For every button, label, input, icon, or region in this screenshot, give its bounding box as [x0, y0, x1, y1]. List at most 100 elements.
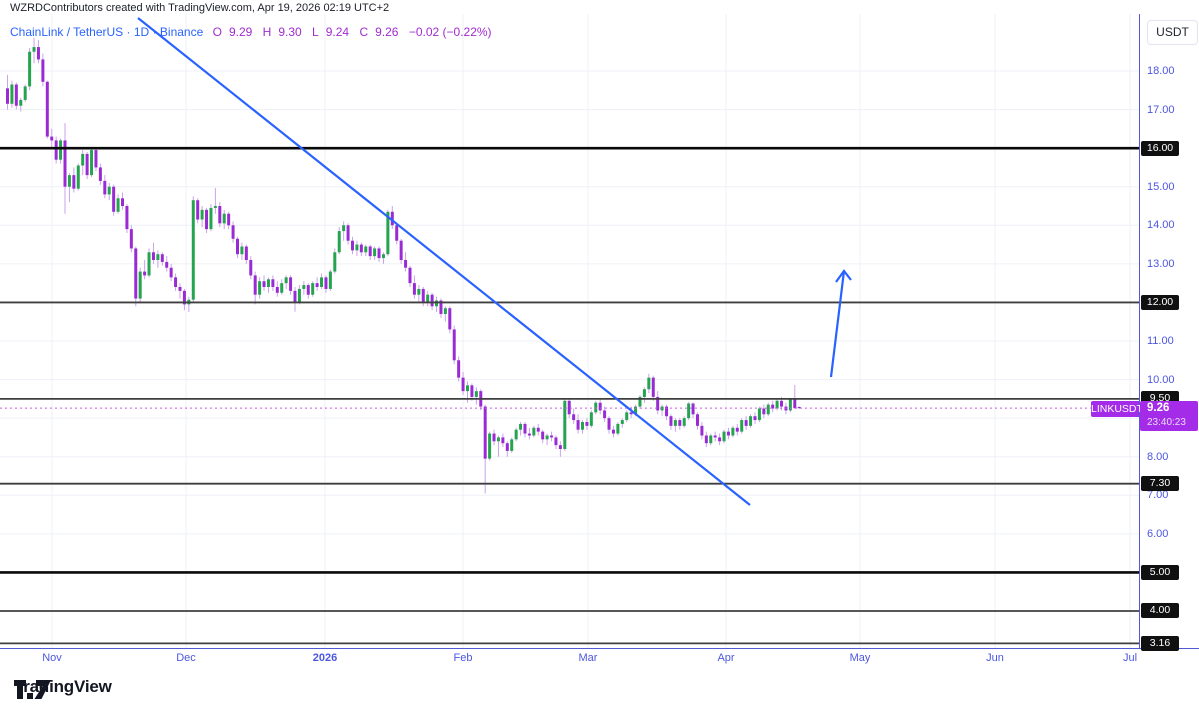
time-axis-label: Jun [986, 652, 1004, 664]
price-axis-label: 15.00 [1147, 180, 1175, 193]
candle [775, 400, 779, 409]
candle [541, 431, 545, 440]
candle [200, 209, 204, 220]
candle [191, 200, 195, 300]
candle [514, 429, 518, 440]
candle [404, 259, 408, 268]
candle [771, 404, 775, 409]
candle [59, 140, 63, 160]
candle [563, 400, 567, 449]
candle [474, 391, 478, 397]
tradingview-logo-icon [14, 680, 51, 699]
arrow-drawing[interactable] [829, 270, 846, 378]
candle [598, 402, 602, 411]
time-axis-label: Apr [717, 652, 735, 664]
candle [240, 246, 244, 255]
symbol-title[interactable]: ChainLink / TetherUS [10, 25, 124, 39]
candle [205, 209, 209, 230]
candle [749, 416, 753, 426]
candle [134, 248, 138, 299]
candle [320, 277, 324, 287]
price-axis-label: 18.00 [1147, 65, 1175, 77]
candle [616, 423, 620, 434]
candle [766, 404, 770, 415]
candle [607, 418, 611, 430]
interval-label[interactable]: 1D [133, 25, 150, 39]
candle [103, 180, 107, 195]
chart-legend[interactable]: ChainLink / TetherUS · 1D · Binance O 9.2… [10, 25, 492, 39]
candle [231, 225, 235, 239]
candle [94, 150, 98, 168]
candle [160, 254, 164, 262]
candle [14, 84, 18, 106]
candle [129, 229, 133, 249]
candle [306, 285, 310, 295]
candle [381, 254, 385, 259]
low-label: L [312, 25, 319, 39]
candle [390, 211, 394, 226]
time-axis-label: May [849, 652, 871, 664]
candle [603, 410, 607, 419]
candle [81, 153, 85, 166]
currency-toggle-button[interactable]: USDT [1147, 20, 1198, 45]
level-price-badge: 12.00 [1141, 294, 1179, 310]
candle [439, 300, 443, 314]
candle [266, 279, 270, 287]
candle [523, 423, 527, 434]
candle [395, 225, 399, 241]
level-price-badge: 3.16 [1141, 635, 1179, 651]
candle [532, 427, 536, 436]
candle [54, 140, 58, 160]
attribution-text: WZRDContributors created with TradingVie… [10, 2, 390, 14]
price-axis-label: 10.00 [1147, 373, 1175, 386]
trendline-drawing[interactable] [137, 17, 751, 506]
candle [483, 406, 487, 459]
candle [408, 267, 412, 284]
candle [687, 403, 691, 419]
tradingview-footer[interactable]: TradingView [14, 677, 112, 699]
candle [457, 360, 461, 378]
legend-separator: · [126, 25, 131, 39]
candle [23, 86, 27, 100]
exchange-label[interactable]: Binance [159, 25, 204, 39]
candle [72, 175, 76, 189]
candle [797, 406, 801, 409]
candle [143, 271, 147, 276]
candle [625, 412, 629, 421]
candle [36, 47, 40, 60]
candle [465, 385, 469, 392]
price-axis-label: 7.00 [1147, 489, 1169, 502]
candle [647, 377, 651, 390]
candle [421, 288, 425, 303]
candle [289, 277, 293, 291]
candle [373, 248, 377, 257]
candle [6, 88, 9, 104]
candle [417, 288, 421, 295]
candle [718, 437, 722, 442]
candle [665, 406, 669, 417]
candle [731, 427, 735, 436]
candle [488, 433, 492, 459]
candle [536, 427, 540, 432]
legend-separator: · [152, 25, 157, 39]
level-price-badge: 7.30 [1141, 476, 1179, 492]
candle [501, 437, 505, 444]
candle [324, 277, 328, 289]
level-price-badge: 16.00 [1141, 140, 1179, 156]
price-axis-label: 14.00 [1147, 219, 1175, 232]
close-value: 9.26 [375, 25, 399, 39]
candle [709, 435, 713, 444]
candle [726, 431, 730, 436]
candle [196, 200, 200, 220]
candle [355, 244, 359, 251]
candle [695, 414, 699, 426]
candle [740, 420, 744, 432]
ohlc-readout: O 9.29 H 9.30 L 9.24 C 9.26 −0.02 (−0.22%) [213, 25, 492, 39]
candle [218, 205, 222, 224]
candle [337, 231, 341, 253]
candle [50, 136, 54, 141]
candle [147, 252, 151, 276]
candle [691, 403, 695, 415]
